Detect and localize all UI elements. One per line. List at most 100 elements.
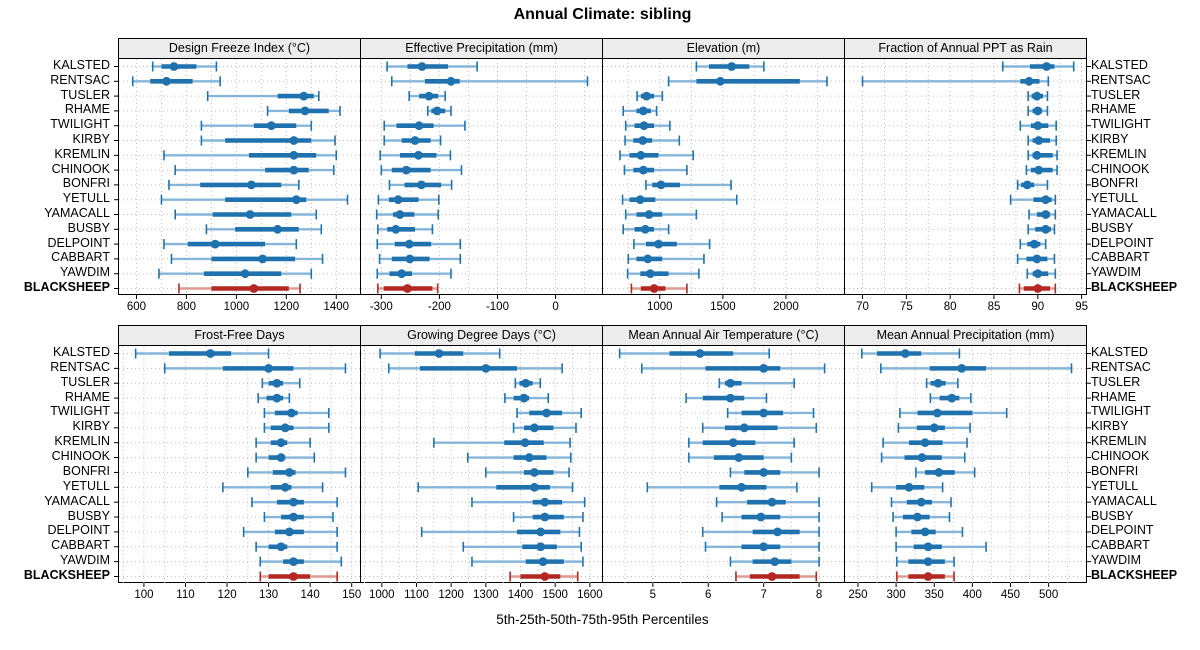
- panel-title-elevation-m: Elevation (m): [603, 39, 844, 59]
- median-dot-kalsted-mean-annual-air-temperature-c: [695, 349, 705, 358]
- median-dot-chinook-frost-free-days: [276, 453, 286, 462]
- median-dot-tusler-effective-precipitation-mm: [424, 91, 434, 101]
- station-label-tusler: TUSLER: [60, 374, 110, 389]
- median-dot-bonfri-fraction-of-annual-ppt-as-rain: [1022, 180, 1032, 190]
- median-dot-kremlin-mean-annual-precipitation-mm: [920, 438, 930, 448]
- interval-yawdim-design-freeze-index-c: [158, 268, 313, 279]
- svg-text:7: 7: [760, 589, 766, 601]
- median-dot-rhame-effective-precipitation-mm: [432, 106, 442, 116]
- interval-delpoint-effective-precipitation-mm: [376, 239, 462, 250]
- interval-kalsted-design-freeze-index-c: [151, 61, 218, 72]
- median-dot-rentsac-frost-free-days: [264, 363, 273, 373]
- median-dot-chinook-elevation-m: [638, 165, 648, 175]
- interval-kirby-elevation-m: [624, 135, 681, 146]
- station-label-delpoint: DELPOINT: [47, 235, 110, 250]
- interval-yamacall-growing-degree-days-c: [471, 497, 586, 508]
- station-label-rhame: RHAME: [1091, 389, 1137, 404]
- panel-plot-mean-annual-air-temperature-c: [603, 346, 844, 583]
- median-dot-blacksheep-effective-precipitation-mm: [403, 284, 412, 293]
- interval-blacksheep-elevation-m: [630, 283, 688, 294]
- median-dot-rhame-mean-annual-precipitation-mm: [947, 393, 957, 403]
- interval-rentsac-fraction-of-annual-ppt-as-rain: [861, 76, 1050, 87]
- x-axis-mean-annual-precipitation-mm: 250 300 350 400 450 500: [844, 583, 1087, 601]
- station-labels-left-row1: KALSTED RENTSAC TUSLER RHAME TWILIGHT KIRBY KR…: [2, 345, 114, 583]
- median-dot-yawdim-elevation-m: [645, 269, 655, 279]
- interval-kirby-growing-degree-days-c: [512, 422, 577, 433]
- interval-chinook-mean-annual-precipitation-mm: [880, 452, 966, 463]
- interval-chinook-design-freeze-index-c: [174, 165, 335, 176]
- interval-yetull-fraction-of-annual-ppt-as-rain: [1009, 194, 1057, 205]
- svg-text:0: 0: [552, 301, 558, 313]
- station-label-kirby: KIRBY: [72, 132, 110, 146]
- median-dot-chinook-mean-annual-air-temperature-c: [734, 453, 744, 462]
- svg-text:2000: 2000: [773, 301, 799, 313]
- interval-yawdim-growing-degree-days-c: [471, 556, 584, 567]
- median-dot-rhame-elevation-m: [638, 106, 648, 116]
- interval-busby-mean-annual-precipitation-mm: [892, 512, 951, 523]
- interval-chinook-fraction-of-annual-ppt-as-rain: [1025, 165, 1058, 176]
- median-dot-bonfri-design-freeze-index-c: [246, 180, 256, 190]
- interval-yawdim-frost-free-days: [259, 556, 343, 567]
- median-dot-bonfri-growing-degree-days-c: [529, 468, 539, 477]
- interval-kremlin-elevation-m: [619, 150, 695, 161]
- interval-yawdim-elevation-m: [626, 268, 700, 279]
- interval-kalsted-effective-precipitation-mm: [386, 61, 478, 72]
- svg-text:1000: 1000: [224, 301, 250, 313]
- station-label-delpoint: DELPOINT: [1091, 235, 1154, 250]
- median-dot-tusler-fraction-of-annual-ppt-as-rain: [1032, 91, 1042, 101]
- svg-text:1300: 1300: [473, 589, 499, 601]
- interval-kirby-mean-annual-air-temperature-c: [701, 422, 818, 433]
- svg-text:800: 800: [177, 301, 196, 313]
- median-dot-busby-design-freeze-index-c: [273, 224, 282, 234]
- svg-text:300: 300: [887, 589, 906, 601]
- interval-yetull-mean-annual-air-temperature-c: [646, 482, 798, 493]
- interval-blacksheep-mean-annual-precipitation-mm: [896, 571, 955, 582]
- interval-twilight-fraction-of-annual-ppt-as-rain: [1019, 120, 1058, 131]
- x-axis-frost-free-days: 100 110 120 130 140 150: [118, 583, 361, 601]
- station-label-bonfri: BONFRI: [62, 176, 110, 191]
- median-dot-tusler-elevation-m: [642, 91, 651, 101]
- median-dot-tusler-frost-free-days: [272, 378, 282, 388]
- interval-yetull-frost-free-days: [222, 482, 324, 493]
- svg-text:110: 110: [176, 589, 194, 601]
- median-dot-bonfri-frost-free-days: [284, 468, 294, 477]
- median-dot-yawdim-effective-precipitation-mm: [397, 269, 407, 279]
- median-dot-twilight-mean-annual-precipitation-mm: [932, 408, 942, 418]
- interval-busby-frost-free-days: [263, 512, 334, 523]
- x-axis-fraction-of-annual-ppt-as-rain: 70 75 80 85 90 95: [844, 295, 1088, 313]
- panel-fraction-of-annual-ppt-as-rain: Fraction of Annual PPT as Rain: [844, 38, 1091, 295]
- median-dot-yamacall-elevation-m: [644, 210, 654, 219]
- interval-chinook-elevation-m: [623, 165, 688, 176]
- station-label-rhame: RHAME: [64, 102, 110, 117]
- interval-rentsac-frost-free-days: [163, 363, 347, 374]
- median-dot-yawdim-design-freeze-index-c: [240, 269, 250, 279]
- median-dot-cabbart-mean-annual-air-temperature-c: [759, 542, 769, 552]
- median-dot-cabbart-mean-annual-precipitation-mm: [923, 542, 933, 552]
- median-dot-yetull-mean-annual-air-temperature-c: [737, 482, 746, 492]
- median-dot-busby-effective-precipitation-mm: [391, 224, 401, 234]
- station-label-kalsted: KALSTED: [1091, 58, 1148, 72]
- interval-twilight-mean-annual-precipitation-mm: [899, 407, 1008, 418]
- station-label-cabbart: CABBART: [1091, 538, 1150, 553]
- interval-tusler-mean-annual-precipitation-mm: [925, 378, 959, 389]
- station-label-yetull: YETULL: [1091, 191, 1139, 206]
- median-dot-cabbart-fraction-of-annual-ppt-as-rain: [1032, 254, 1042, 264]
- interval-rhame-mean-annual-precipitation-mm: [929, 393, 972, 404]
- panel-plot-design-freeze-index-c: [114, 59, 360, 295]
- median-dot-bonfri-elevation-m: [656, 180, 666, 190]
- interval-chinook-effective-precipitation-mm: [380, 165, 463, 176]
- station-label-chinook: CHINOOK: [1091, 449, 1150, 464]
- panel-plot-elevation-m: [603, 59, 844, 295]
- median-dot-delpoint-fraction-of-annual-ppt-as-rain: [1029, 239, 1039, 249]
- median-dot-rhame-growing-degree-days-c: [519, 393, 529, 403]
- median-dot-delpoint-effective-precipitation-mm: [404, 239, 414, 249]
- station-label-bonfri: BONFRI: [1091, 463, 1139, 478]
- panel-row-bottom: KALSTED RENTSAC TUSLER RHAME TWILIGHT KIRBY KR…: [0, 325, 1200, 602]
- panel-plot-growing-degree-days-c: [361, 346, 602, 583]
- median-dot-kalsted-effective-precipitation-mm: [417, 62, 427, 71]
- interval-yetull-growing-degree-days-c: [417, 482, 574, 493]
- interval-delpoint-fraction-of-annual-ppt-as-rain: [1019, 239, 1047, 250]
- interval-yamacall-fraction-of-annual-ppt-as-rain: [1028, 209, 1057, 220]
- station-label-kremlin: KREMLIN: [1091, 434, 1147, 449]
- interval-kremlin-fraction-of-annual-ppt-as-rain: [1027, 150, 1058, 161]
